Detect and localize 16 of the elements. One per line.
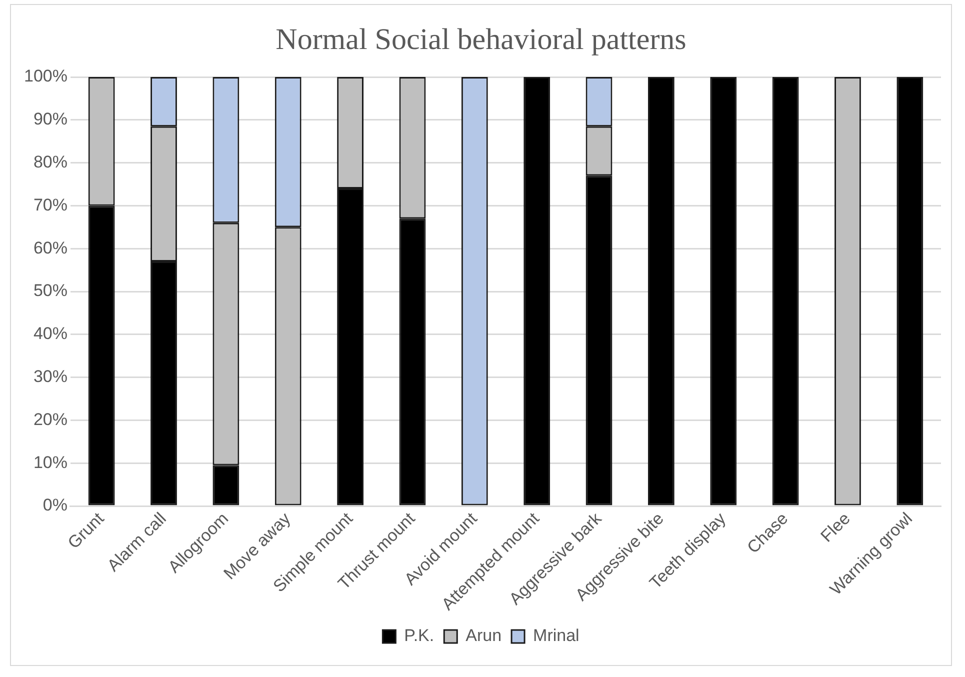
legend-label: Arun (466, 626, 502, 646)
legend-label: Mrinal (533, 626, 580, 646)
y-tick-label: 60% (33, 238, 68, 258)
legend-label: P.K. (404, 626, 434, 646)
y-tick-label: 40% (33, 324, 68, 344)
y-tick-label: 10% (33, 452, 68, 472)
y-tick-label: 80% (33, 152, 68, 172)
y-tick-label: 90% (33, 110, 68, 129)
x-tick-label: Flee (817, 508, 854, 546)
y-tick-label: 30% (33, 367, 68, 386)
chart-title: Normal Social behavioral patterns (276, 22, 686, 56)
y-tick-label: 20% (33, 410, 68, 429)
y-tick-label: 0% (42, 496, 68, 515)
y-tick-label: 100% (24, 66, 68, 86)
y-tick-label: 50% (33, 281, 68, 300)
y-tick-label: 70% (33, 195, 68, 214)
